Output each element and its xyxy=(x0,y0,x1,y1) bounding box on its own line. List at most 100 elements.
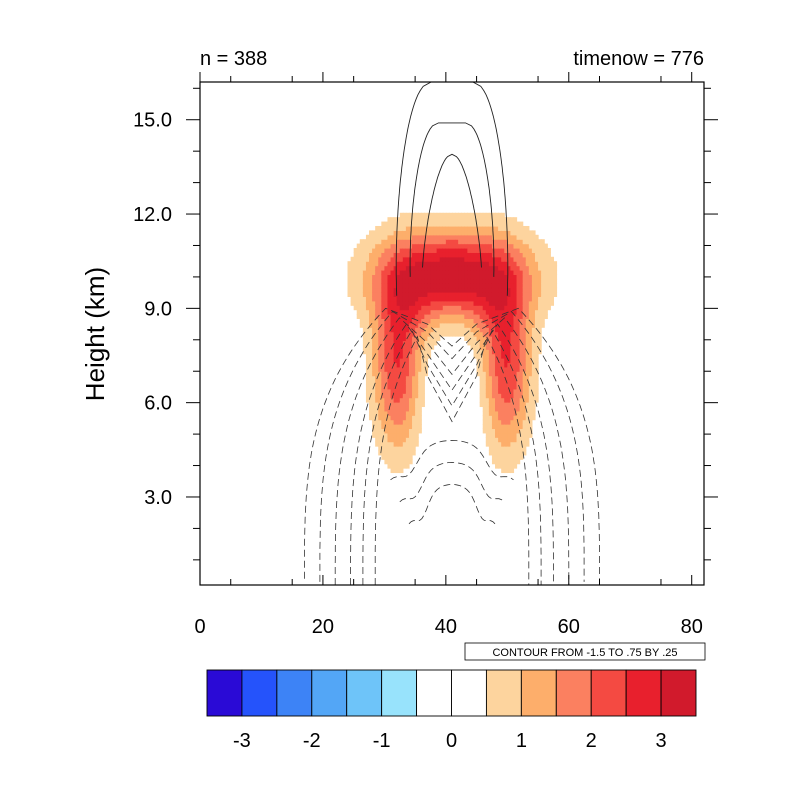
field-cell xyxy=(387,432,392,438)
field-cell xyxy=(467,212,472,218)
field-cell xyxy=(439,309,444,315)
field-cell xyxy=(424,261,429,267)
field-cell xyxy=(387,331,392,337)
field-cell xyxy=(544,252,548,258)
field-cell xyxy=(476,366,481,372)
field-cell xyxy=(387,344,392,350)
field-cell xyxy=(507,252,511,258)
field-cell xyxy=(473,309,478,315)
field-cell xyxy=(479,318,484,324)
field-cell xyxy=(445,243,450,249)
field-cell xyxy=(415,362,419,368)
field-cell xyxy=(541,318,545,324)
field-cell xyxy=(415,441,419,447)
field-cell xyxy=(378,234,382,240)
field-cell xyxy=(507,239,511,245)
field-cell xyxy=(375,247,379,253)
field-cell xyxy=(424,362,429,368)
field-cell xyxy=(544,274,548,280)
field-cell xyxy=(491,340,496,346)
field-cell xyxy=(418,314,422,320)
field-cell xyxy=(375,265,379,271)
field-cell xyxy=(430,234,435,240)
field-cell xyxy=(436,256,441,262)
field-cell xyxy=(534,371,539,377)
field-cell xyxy=(482,296,487,302)
field-cell xyxy=(507,270,511,275)
field-cell xyxy=(519,384,524,390)
field-cell xyxy=(531,362,536,368)
field-cell xyxy=(479,292,484,297)
field-cell xyxy=(402,292,407,297)
field-cell xyxy=(396,274,401,280)
field-cell xyxy=(516,428,521,434)
field-cell xyxy=(538,243,542,249)
field-cell xyxy=(445,305,450,311)
field-cell xyxy=(408,375,413,381)
field-cell xyxy=(525,397,530,403)
field-cell xyxy=(455,283,459,289)
field-cell xyxy=(476,239,481,245)
field-cell xyxy=(467,239,472,245)
field-cell xyxy=(461,287,465,293)
field-cell xyxy=(516,225,521,231)
field-cell xyxy=(378,274,382,280)
field-cell xyxy=(442,274,447,280)
field-cell xyxy=(488,450,493,456)
field-cell xyxy=(375,406,379,412)
field-cell xyxy=(455,261,459,267)
field-cell xyxy=(442,327,447,333)
field-cell xyxy=(378,287,382,293)
field-cell xyxy=(491,327,496,333)
field-cell xyxy=(390,353,395,359)
field-cell xyxy=(531,366,536,372)
field-cell xyxy=(408,256,413,262)
field-cell xyxy=(439,225,444,231)
field-cell xyxy=(525,371,530,377)
field-cell xyxy=(531,327,536,333)
field-cell xyxy=(415,366,419,372)
field-cell xyxy=(485,393,490,399)
field-cell xyxy=(516,256,521,262)
field-cell xyxy=(356,247,361,253)
field-cell xyxy=(387,362,392,368)
field-cell xyxy=(350,296,355,302)
field-cell xyxy=(488,261,493,267)
field-cell xyxy=(375,292,379,297)
field-cell xyxy=(461,305,465,311)
field-cell xyxy=(448,278,453,284)
field-cell xyxy=(399,459,404,465)
field-cell xyxy=(522,432,527,438)
field-cell xyxy=(430,243,435,249)
field-cell xyxy=(362,270,367,275)
field-cell xyxy=(378,322,382,328)
field-cell xyxy=(387,336,392,342)
field-cell xyxy=(424,371,429,377)
field-cell xyxy=(448,217,453,223)
field-cell xyxy=(359,256,364,262)
field-cell xyxy=(424,243,429,249)
field-cell xyxy=(350,300,355,306)
field-cell xyxy=(519,406,524,412)
field-cell xyxy=(362,283,367,289)
field-cell xyxy=(442,234,447,240)
field-cell xyxy=(378,336,382,342)
field-cell xyxy=(510,428,515,434)
field-cell xyxy=(491,331,496,337)
field-cell xyxy=(372,358,376,364)
field-cell xyxy=(513,463,518,469)
field-cell xyxy=(525,375,530,381)
field-cell xyxy=(384,344,389,350)
field-cell xyxy=(424,309,429,315)
field-cell xyxy=(470,212,475,218)
field-cell xyxy=(384,300,389,306)
field-cell xyxy=(531,296,536,302)
field-cell xyxy=(421,375,425,381)
colorbar-swatch xyxy=(555,669,592,717)
colorbar-tick-label: 2 xyxy=(586,730,597,752)
field-cell xyxy=(381,375,385,381)
field-cell xyxy=(393,322,398,328)
field-cell xyxy=(396,331,401,337)
field-cell xyxy=(479,336,484,342)
field-cell xyxy=(498,446,502,452)
